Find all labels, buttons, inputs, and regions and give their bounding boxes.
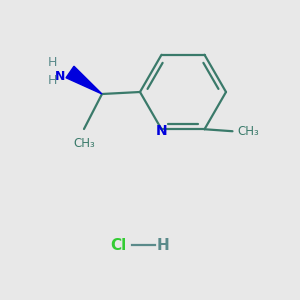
Text: N: N — [156, 124, 167, 138]
Text: CH₃: CH₃ — [238, 125, 259, 138]
Text: H: H — [157, 238, 169, 253]
Text: CH₃: CH₃ — [73, 137, 95, 150]
Text: N: N — [55, 70, 65, 83]
Text: H: H — [47, 56, 57, 68]
Text: H: H — [47, 74, 57, 86]
Polygon shape — [66, 66, 102, 94]
Text: Cl: Cl — [110, 238, 126, 253]
